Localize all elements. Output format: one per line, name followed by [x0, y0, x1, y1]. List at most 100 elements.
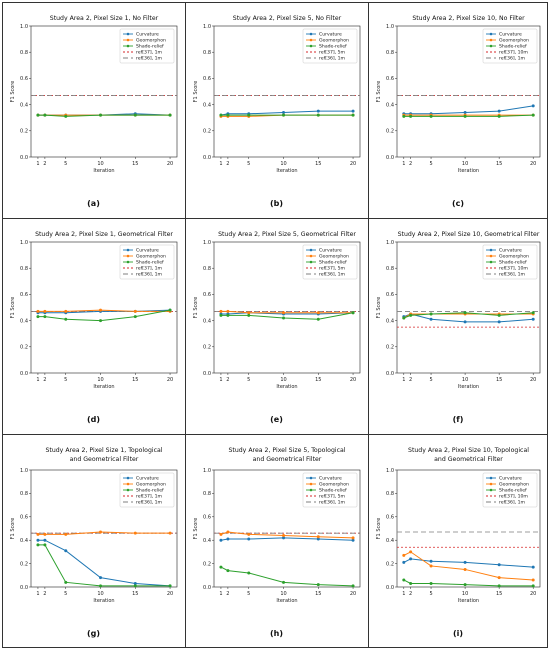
- data-point: [282, 316, 286, 320]
- x-tick-label: 10: [280, 591, 286, 597]
- chart-panel: Study Area 2, Pixel Size 1, No Filter 0.0…: [10, 15, 178, 208]
- x-tick-label: 1: [219, 161, 222, 167]
- y-tick-label: 0.6: [20, 515, 28, 521]
- legend-marker: [126, 482, 130, 486]
- y-axis-label: F1 Score: [10, 518, 16, 540]
- legend-marker: [489, 248, 493, 252]
- data-point: [531, 565, 535, 569]
- data-point: [133, 581, 137, 585]
- legend-box: [302, 472, 358, 508]
- data-point: [168, 584, 172, 588]
- legend-label: Curvature: [499, 32, 522, 38]
- panel-label: (b): [270, 199, 283, 208]
- data-point: [168, 531, 172, 535]
- data-point: [36, 543, 40, 547]
- y-tick-label: 0.0: [20, 371, 28, 377]
- data-point: [497, 320, 501, 324]
- data-point: [247, 113, 251, 117]
- data-point: [247, 532, 251, 536]
- data-point: [36, 532, 40, 536]
- chart-panel: Study Area 2, Pixel Size 10, No Filter 0.…: [376, 15, 541, 208]
- data-point: [429, 114, 433, 118]
- legend-label: Geomorphon: [499, 254, 529, 260]
- y-tick-label: 0.6: [20, 76, 28, 82]
- chart-title: Study Area 2, Pixel Size 10, No Filter: [412, 15, 525, 22]
- data-point: [463, 114, 467, 118]
- data-point: [168, 113, 172, 117]
- data-point: [282, 536, 286, 540]
- x-tick-label: 15: [496, 161, 502, 167]
- data-point: [409, 557, 413, 561]
- data-point: [168, 308, 172, 312]
- x-tick-label: 2: [409, 591, 412, 597]
- legend-label: Geomorphon: [319, 38, 349, 44]
- x-tick-label: 1: [402, 377, 405, 383]
- legend-label: Geomorphon: [136, 482, 166, 488]
- x-tick-label: 15: [132, 591, 138, 597]
- x-axis-label: Iteration: [458, 168, 479, 174]
- chart-title: Study Area 2, Pixel Size 10, Topological: [408, 447, 529, 454]
- legend-label: Geomorphon: [499, 482, 529, 488]
- chart-title: and Geometrical Filter: [434, 456, 503, 463]
- legend-label: Curvature: [499, 248, 522, 254]
- chart-title: and Geometrical Filter: [70, 456, 139, 463]
- legend-marker: [309, 476, 313, 480]
- data-point: [429, 564, 433, 568]
- x-tick-label: 2: [43, 161, 46, 167]
- data-point: [463, 567, 467, 571]
- legend-marker: [126, 260, 130, 264]
- x-axis-label: Iteration: [93, 384, 114, 390]
- y-tick-label: 0.4: [203, 102, 211, 108]
- data-point: [316, 537, 320, 541]
- data-point: [219, 565, 223, 569]
- data-point: [282, 580, 286, 584]
- data-point: [99, 308, 103, 312]
- x-axis-label: Iteration: [276, 168, 297, 174]
- legend-marker: [489, 482, 493, 486]
- panel-label: (f): [453, 415, 464, 424]
- x-tick-label: 5: [247, 161, 250, 167]
- legend-label: Geomorphon: [319, 482, 349, 488]
- x-tick-label: 1: [36, 591, 39, 597]
- data-point: [36, 538, 40, 542]
- legend-label: Geomorphon: [136, 254, 166, 260]
- x-axis-label: Iteration: [458, 598, 479, 604]
- y-axis-label: F1 Score: [10, 81, 16, 103]
- x-tick-label: 5: [247, 591, 250, 597]
- legend-marker: [489, 488, 493, 492]
- data-point: [64, 309, 68, 313]
- y-tick-label: 0.2: [20, 129, 28, 135]
- x-tick-label: 10: [97, 591, 103, 597]
- data-point: [133, 531, 137, 535]
- chart-panel: Study Area 2, Pixel Size 10, Geometrical…: [376, 231, 541, 424]
- legend-label: Shade-relief: [319, 260, 347, 266]
- legend-marker: [126, 32, 130, 36]
- legend-label: ref[37], 10m: [499, 50, 528, 56]
- x-tick-label: 10: [280, 377, 286, 383]
- panel-label: (c): [452, 199, 464, 208]
- y-tick-label: 0.8: [203, 491, 211, 497]
- y-tick-label: 0.0: [203, 585, 211, 591]
- data-point: [36, 113, 40, 117]
- legend-label: ref[37], 5m: [319, 494, 346, 500]
- x-tick-label: 5: [64, 591, 67, 597]
- chart-panel: Study Area 2, Pixel Size 5, Geometrical …: [193, 231, 361, 424]
- y-tick-label: 0.2: [386, 129, 394, 135]
- data-point: [429, 581, 433, 585]
- x-tick-label: 20: [530, 161, 536, 167]
- data-point: [282, 534, 286, 538]
- chart-title: Study Area 2, Pixel Size 1, No Filter: [50, 15, 159, 22]
- data-point: [247, 571, 251, 575]
- y-tick-label: 1.0: [203, 24, 211, 30]
- data-point: [282, 113, 286, 117]
- legend-label: ref[37], 1m: [136, 266, 163, 272]
- x-tick-label: 1: [36, 377, 39, 383]
- x-tick-label: 20: [530, 591, 536, 597]
- data-point: [43, 113, 47, 117]
- panel-label: (g): [87, 629, 100, 638]
- y-axis-label: F1 Score: [193, 297, 199, 319]
- data-point: [64, 114, 68, 118]
- y-tick-label: 0.8: [20, 491, 28, 497]
- data-point: [316, 109, 320, 113]
